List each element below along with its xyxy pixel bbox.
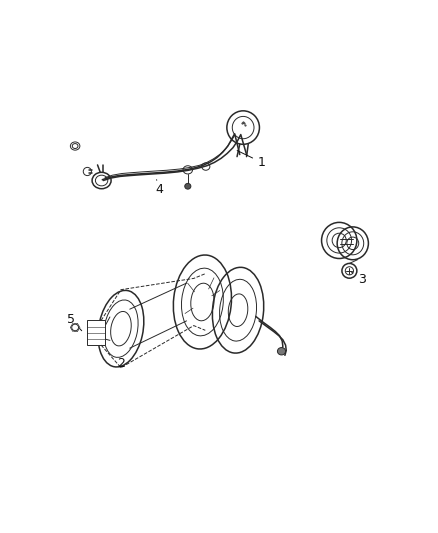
- Text: 4: 4: [155, 180, 163, 196]
- Text: 5: 5: [67, 313, 82, 331]
- Ellipse shape: [277, 348, 286, 355]
- Text: 2: 2: [117, 357, 125, 370]
- Ellipse shape: [185, 183, 191, 189]
- FancyBboxPatch shape: [87, 320, 105, 345]
- Text: 1: 1: [237, 150, 266, 169]
- Text: 3: 3: [352, 272, 366, 286]
